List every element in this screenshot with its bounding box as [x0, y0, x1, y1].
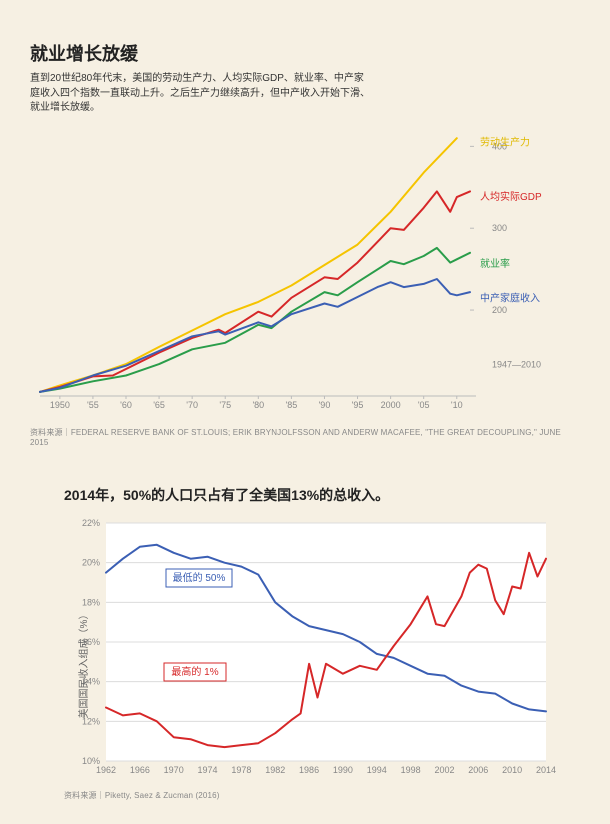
chart1-subtitle: 直到20世纪80年代末，美国的劳动生产力、人均实际GDP、就业率、中产家庭收入四…	[30, 72, 370, 116]
chart2-plot: 10%12%14%16%18%20%22%1962196619701974197…	[58, 513, 558, 783]
svg-text:18%: 18%	[82, 597, 100, 607]
svg-text:1986: 1986	[299, 765, 319, 775]
svg-text:2000: 2000	[381, 400, 401, 410]
svg-text:'85: '85	[286, 400, 298, 410]
page: 就业增长放缓 直到20世纪80年代末，美国的劳动生产力、人均实际GDP、就业率、…	[0, 0, 610, 824]
svg-text:最高的 1%: 最高的 1%	[171, 665, 218, 678]
svg-text:1974: 1974	[198, 765, 218, 775]
chart1-title: 就业增长放缓	[30, 40, 580, 66]
chart1-plot: 2003004001950'55'60'65'70'75'80'85'90'95…	[30, 120, 550, 420]
svg-text:'90: '90	[319, 400, 331, 410]
svg-text:'80: '80	[252, 400, 264, 410]
svg-text:22%: 22%	[82, 518, 100, 528]
chart1-source: 资料来源｜FEDERAL RESERVE BANK OF ST.LOUIS; E…	[30, 428, 580, 450]
svg-text:1990: 1990	[333, 765, 353, 775]
svg-text:1947—2010: 1947—2010	[492, 359, 541, 369]
svg-text:人均实际GDP: 人均实际GDP	[480, 190, 542, 203]
svg-text:2014: 2014	[536, 765, 556, 775]
svg-text:1950: 1950	[50, 400, 70, 410]
svg-text:1970: 1970	[164, 765, 184, 775]
svg-text:2006: 2006	[468, 765, 488, 775]
chart1-block: 就业增长放缓 直到20世纪80年代末，美国的劳动生产力、人均实际GDP、就业率、…	[30, 40, 580, 449]
svg-text:1994: 1994	[367, 765, 387, 775]
svg-text:20%: 20%	[82, 558, 100, 568]
chart2-source: 资料来源｜Piketty, Saez & Zucman (2016)	[64, 791, 580, 802]
svg-text:200: 200	[492, 305, 507, 315]
svg-text:就业率: 就业率	[480, 257, 510, 270]
svg-text:1962: 1962	[96, 765, 116, 775]
chart2-block: 2014年，50%的人口只占有了全美国13%的总收入。 美国国民收入组成（%） …	[30, 485, 580, 802]
chart2-source-prefix: 资料来源｜	[64, 791, 105, 800]
svg-text:1982: 1982	[265, 765, 285, 775]
chart1-source-prefix: 资料来源｜	[30, 428, 71, 437]
svg-text:劳动生产力: 劳动生产力	[480, 135, 530, 148]
svg-text:中产家庭收入: 中产家庭收入	[480, 291, 540, 304]
svg-text:'75: '75	[219, 400, 231, 410]
svg-text:最低的 50%: 最低的 50%	[173, 571, 226, 584]
svg-text:'95: '95	[352, 400, 364, 410]
svg-text:'10: '10	[451, 400, 463, 410]
svg-text:1998: 1998	[401, 765, 421, 775]
svg-text:1966: 1966	[130, 765, 150, 775]
svg-text:'60: '60	[120, 400, 132, 410]
svg-text:2002: 2002	[434, 765, 454, 775]
svg-text:'65: '65	[153, 400, 165, 410]
svg-text:300: 300	[492, 223, 507, 233]
svg-text:2010: 2010	[502, 765, 522, 775]
chart2-yaxis-label: 美国国民收入组成（%）	[75, 610, 90, 719]
svg-text:1978: 1978	[231, 765, 251, 775]
svg-text:'05: '05	[418, 400, 430, 410]
chart2-wrap: 美国国民收入组成（%） 10%12%14%16%18%20%22%1962196…	[30, 513, 580, 783]
chart1-source-text: FEDERAL RESERVE BANK OF ST.LOUIS; ERIK B…	[30, 428, 561, 448]
chart2-title: 2014年，50%的人口只占有了全美国13%的总收入。	[64, 485, 580, 505]
chart2-source-text: Piketty, Saez & Zucman (2016)	[105, 791, 220, 800]
svg-text:'55: '55	[87, 400, 99, 410]
svg-text:'70: '70	[186, 400, 198, 410]
